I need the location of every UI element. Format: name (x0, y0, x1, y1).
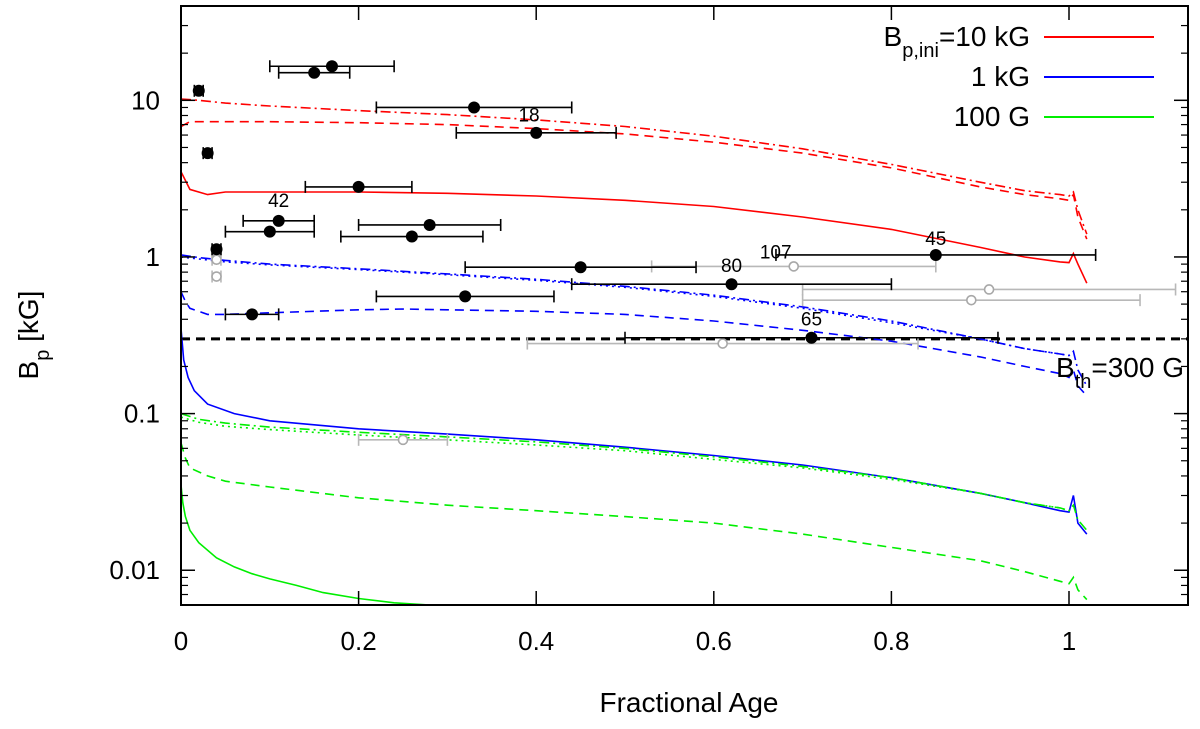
filled-obs-point (574, 261, 587, 274)
series-line-1 (180, 171, 1088, 284)
filled-obs-point (272, 214, 285, 227)
x-tick-label: 0 (174, 626, 188, 656)
filled-obs-point (423, 218, 436, 231)
series-line-5 (180, 291, 1088, 397)
filled-obs-point (530, 126, 543, 139)
obs-label: 80 (721, 256, 742, 277)
series-line-7 (180, 256, 1070, 357)
filled-obs-point (210, 243, 223, 256)
y-tick-label: 0.1 (124, 399, 160, 429)
series-line-9 (180, 442, 1088, 601)
legend-label-1kg: 1 kG (971, 61, 1030, 92)
series-line-3 (180, 98, 1088, 235)
y-tick-label: 1 (146, 242, 160, 272)
open-obs-point (211, 271, 222, 282)
filled-obs-point (725, 278, 738, 291)
open-obs-point (983, 284, 995, 295)
x-tick-label: 0.8 (873, 626, 909, 656)
y-axis-title: Bp [kG] (13, 291, 54, 380)
y-tick-label: 10 (131, 85, 160, 115)
filled-obs-point (805, 331, 818, 344)
obs-label: 18 (518, 105, 539, 126)
x-tick-label: 0.6 (696, 626, 732, 656)
series-line-11 (180, 416, 1070, 512)
x-tick-label: 1 (1062, 626, 1076, 656)
filled-obs-point (352, 180, 365, 193)
series-line-6 (180, 254, 1088, 387)
legend-label-100g: 100 G (954, 101, 1030, 132)
obs-label: 45 (925, 229, 946, 250)
filled-obs-point (192, 84, 205, 97)
series-layer (180, 98, 1088, 606)
open-obs-point (966, 294, 977, 306)
observations-layer (192, 60, 1177, 446)
series-line-4 (180, 328, 1088, 535)
series-line-8 (180, 484, 430, 606)
annotations-layer: 107 18 42 45 80 65 (268, 105, 946, 330)
series-line-10 (180, 412, 1088, 531)
filled-obs-point (308, 66, 321, 79)
open-obs-point (211, 254, 222, 266)
plot-frame (180, 5, 1189, 606)
filled-obs-point (929, 248, 942, 261)
open-obs-point (788, 261, 800, 272)
axis-ticks: 0 0.2 0.4 0.6 0.8 1 0.01 0.1 1 10 (109, 5, 1188, 656)
filled-obs-point (325, 60, 338, 73)
legend: Bp,ini=10 kG 1 kG 100 G (884, 21, 1154, 132)
obs-label: 65 (801, 310, 822, 331)
filled-obs-point (459, 290, 472, 303)
open-obs-point (717, 338, 728, 349)
obs-label: 42 (268, 191, 289, 212)
x-tick-label: 0.2 (341, 626, 377, 656)
x-axis-title: Fractional Age (600, 687, 779, 718)
threshold-label: Bth=300 G (1056, 352, 1184, 393)
series-line-2 (180, 120, 1088, 240)
filled-obs-point (201, 147, 214, 160)
legend-label-10kg: Bp,ini=10 kG (884, 21, 1030, 62)
obs-label: 107 (760, 242, 792, 263)
filled-obs-point (263, 225, 276, 238)
y-tick-label: 0.01 (109, 555, 160, 585)
x-tick-label: 0.4 (518, 626, 554, 656)
filled-obs-point (405, 230, 418, 243)
open-obs-point (397, 434, 409, 446)
filled-obs-point (246, 308, 259, 321)
filled-obs-point (468, 101, 481, 114)
